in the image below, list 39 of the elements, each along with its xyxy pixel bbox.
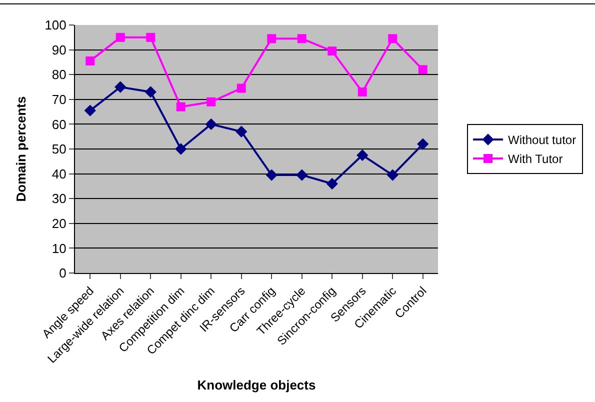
point bbox=[84, 104, 96, 116]
point bbox=[114, 81, 126, 93]
x-axis-title: Knowledge objects bbox=[197, 378, 316, 393]
y-tick-label: 70 bbox=[52, 92, 66, 107]
y-axis-title: Domain percents bbox=[14, 96, 29, 202]
point bbox=[236, 84, 246, 93]
point bbox=[267, 34, 276, 44]
point bbox=[297, 34, 306, 44]
point bbox=[417, 138, 429, 150]
y-tick-label: 40 bbox=[52, 166, 66, 182]
point bbox=[358, 87, 367, 96]
point bbox=[176, 102, 186, 112]
point bbox=[206, 97, 216, 106]
y-tick-label: 50 bbox=[52, 142, 66, 157]
point bbox=[266, 169, 278, 181]
point bbox=[146, 32, 156, 42]
y-tick-label: 10 bbox=[52, 240, 66, 256]
point bbox=[328, 46, 337, 56]
legend-label: With Tutor bbox=[508, 152, 563, 166]
y-tick-label: 90 bbox=[52, 42, 66, 58]
y-tick-label: 30 bbox=[52, 191, 66, 206]
y-tick-label: 60 bbox=[52, 116, 66, 132]
y-tick-label: 20 bbox=[52, 216, 66, 231]
legend-label: Without tutor bbox=[508, 133, 576, 148]
point bbox=[144, 86, 156, 98]
point bbox=[326, 178, 338, 190]
point bbox=[386, 169, 398, 181]
point bbox=[236, 126, 248, 138]
point bbox=[418, 65, 428, 74]
y-tick-label: 100 bbox=[44, 18, 66, 33]
point bbox=[116, 32, 125, 42]
point bbox=[296, 169, 308, 181]
y-tick-label: 0 bbox=[59, 266, 66, 281]
point bbox=[205, 118, 217, 130]
point bbox=[356, 149, 368, 162]
point bbox=[388, 34, 398, 44]
point bbox=[86, 56, 95, 66]
y-tick-label: 80 bbox=[52, 67, 66, 82]
point bbox=[175, 143, 187, 155]
